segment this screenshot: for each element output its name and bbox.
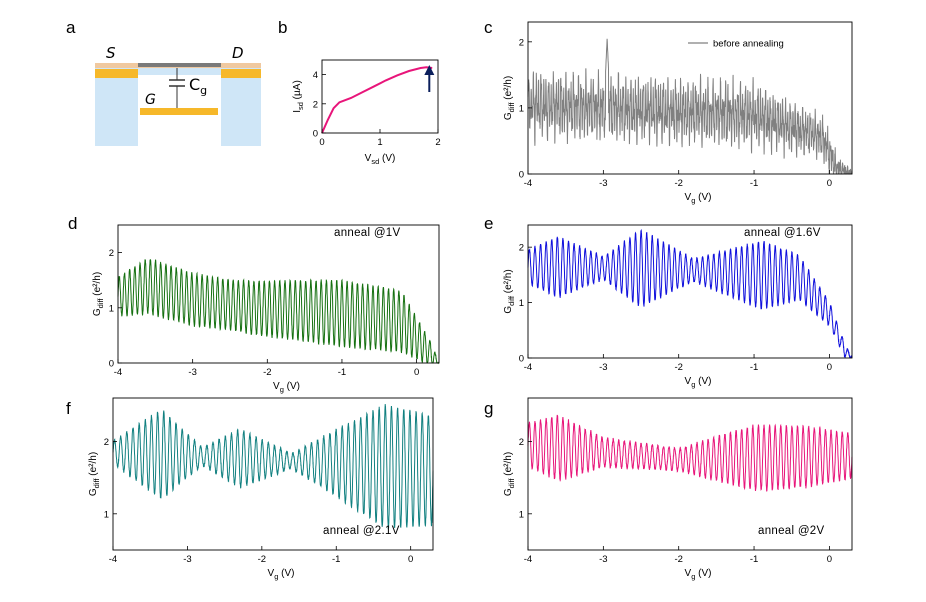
- x-tick-label: -3: [599, 178, 607, 189]
- x-axis-label-e: Vg (V): [685, 376, 712, 389]
- arrow-head-icon: [424, 65, 435, 75]
- x-tick-label: -2: [674, 554, 682, 565]
- drain-label: D: [232, 44, 244, 62]
- gate-electrode: [140, 108, 218, 115]
- x-tick-label: -1: [332, 554, 340, 565]
- y-tick-label: 4: [313, 70, 318, 81]
- y-tick-label: 0: [109, 359, 114, 370]
- x-tick-label: 0: [827, 554, 832, 565]
- x-tick-label: -2: [263, 367, 271, 378]
- y-axis-label-c: Gdiff (e²/h): [503, 76, 516, 120]
- chart-g: -4 -3 -2 -1 0 1 2 Vg (V) Gdiff (e²/h) anneal @2V: [503, 397, 853, 581]
- chart-e: -4 -3 -2 -1 0 0 1 2 Vg (V) Gdiff (e²/h) anneal @1.…: [503, 224, 853, 389]
- series-line-d: [117, 259, 440, 365]
- panel-label-f: f: [66, 399, 71, 418]
- x-tick-label: -1: [338, 367, 346, 378]
- panel-label-c: c: [484, 18, 493, 37]
- x-axis-label-c: Vg (V): [685, 192, 712, 205]
- x-tick-label: -3: [183, 554, 191, 565]
- x-tick-label: -2: [674, 178, 682, 189]
- series-line-g: [527, 414, 853, 492]
- x-tick-label: 1: [377, 137, 382, 148]
- chart-d: -4 -3 -2 -1 0 0 1 2 Vg (V) Gdiff (e²/h) anneal @1V: [92, 224, 440, 394]
- annotation-g: anneal @2V: [758, 525, 824, 537]
- plot-frame-b: [321, 59, 439, 134]
- x-tick-label: -4: [524, 178, 532, 189]
- y-tick-label: 0: [519, 354, 524, 365]
- plot-frame-d: [117, 224, 440, 364]
- y-axis-label-b: Isd (µA): [292, 80, 305, 113]
- x-tick-label: -4: [114, 367, 122, 378]
- x-tick-label: -3: [599, 362, 607, 373]
- y-tick-label: 1: [109, 303, 114, 314]
- y-axis-label-d: Gdiff (e²/h): [92, 272, 105, 316]
- annotation-f: anneal @2.1V: [323, 525, 400, 537]
- x-tick-label: 0: [414, 367, 419, 378]
- annotation-e: anneal @1.6V: [744, 227, 821, 239]
- legend-label: before annealing: [713, 39, 784, 50]
- x-tick-label: -1: [750, 178, 758, 189]
- y-tick-label: 1: [519, 298, 524, 309]
- x-axis-label-d: Vg (V): [273, 381, 300, 394]
- y-tick-label: 1: [519, 509, 524, 520]
- series-line-c: [527, 38, 853, 175]
- y-tick-label: 2: [109, 248, 114, 259]
- y-axis-label-g: Gdiff (e²/h): [503, 452, 516, 496]
- chart-f: -4 -3 -2 -1 0 1 2 Vg (V) Gdiff (e²/h) anneal @2.1…: [88, 397, 434, 581]
- x-tick-label: -2: [258, 554, 266, 565]
- y-tick-label: 0: [313, 129, 318, 140]
- y-tick-label: 2: [519, 243, 524, 254]
- panel-label-b: b: [278, 18, 287, 37]
- series-line-f: [112, 404, 434, 530]
- drain-electrode: [221, 69, 261, 78]
- y-tick-label: 2: [104, 437, 109, 448]
- source-electrode: [95, 69, 138, 78]
- x-tick-label: 0: [408, 554, 413, 565]
- y-tick-label: 2: [519, 437, 524, 448]
- panel-label-g: g: [484, 399, 493, 418]
- series-line-b: [321, 66, 433, 134]
- plot-frame-f: [112, 397, 434, 551]
- y-tick-label: 1: [104, 509, 109, 520]
- x-axis-label-b: Vsd (V): [365, 153, 396, 166]
- source-label: S: [106, 44, 116, 62]
- cap-label: Cg: [189, 75, 207, 97]
- x-tick-label: -3: [599, 554, 607, 565]
- plot-frame-g: [527, 397, 853, 551]
- chart-b: 0 1 2 0 2 4 Vsd (V) Isd (µA): [292, 59, 441, 166]
- plot-frame-c: [527, 21, 853, 175]
- panel-label-d: d: [68, 214, 77, 233]
- annotation-d: anneal @1V: [334, 227, 400, 239]
- chart-c: -4 -3 -2 -1 0 0 1 2 Vg (V) Gdiff (e²/h) before ann…: [503, 21, 853, 205]
- x-axis-label-g: Vg (V): [685, 568, 712, 581]
- x-tick-label: -4: [524, 554, 532, 565]
- x-tick-label: -4: [109, 554, 117, 565]
- y-tick-label: 1: [519, 103, 524, 114]
- x-tick-label: -2: [674, 362, 682, 373]
- panel-label-e: e: [484, 214, 493, 233]
- y-axis-label-e: Gdiff (e²/h): [503, 269, 516, 313]
- gate-label: G: [145, 92, 156, 108]
- x-tick-label: -4: [524, 362, 532, 373]
- y-tick-label: 2: [519, 37, 524, 48]
- plot-frame-e: [527, 224, 853, 359]
- series-line-e: [527, 228, 853, 359]
- x-tick-label: -1: [750, 362, 758, 373]
- x-axis-label-f: Vg (V): [268, 568, 295, 581]
- x-tick-label: 0: [827, 362, 832, 373]
- x-tick-label: -1: [750, 554, 758, 565]
- x-tick-label: 2: [435, 137, 440, 148]
- x-tick-label: 0: [319, 137, 324, 148]
- x-tick-label: 0: [827, 178, 832, 189]
- device-schematic: S D G Cg: [95, 44, 261, 146]
- panel-label-a: a: [66, 18, 76, 37]
- y-tick-label: 2: [313, 99, 318, 110]
- x-tick-label: -3: [188, 367, 196, 378]
- y-axis-label-f: Gdiff (e²/h): [88, 452, 101, 496]
- y-tick-label: 0: [519, 170, 524, 181]
- suspended-nanotube: [138, 63, 221, 67]
